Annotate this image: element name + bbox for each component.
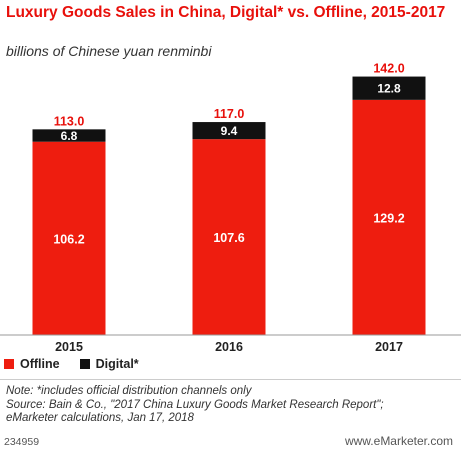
data-label-digital-2015: 6.8 [61, 129, 78, 143]
bar-digital-2015 [32, 129, 106, 142]
data-label-total-2017: 142.0 [373, 62, 404, 76]
x-tick-label-2015: 2015 [55, 340, 83, 354]
x-tick-label-2017: 2017 [375, 340, 403, 354]
data-label-total-2015: 113.0 [54, 114, 85, 128]
legend-swatch-offline [4, 359, 14, 369]
chart-id: 234959 [4, 436, 40, 448]
data-label-offline-2015: 106.2 [53, 232, 84, 246]
legend-item-digital: Digital* [79, 357, 139, 371]
brand-link[interactable]: www.eMarketer.com [344, 434, 453, 448]
chart-notes: Note: *includes official distribution ch… [6, 385, 456, 426]
chart-subtitle: billions of Chinese yuan renminbi [6, 43, 212, 59]
notes-divider [0, 379, 461, 380]
data-label-total-2016: 117.0 [214, 107, 245, 121]
legend-item-offline: Offline [4, 357, 60, 371]
chart-legend: Offline Digital* [4, 357, 159, 371]
data-label-offline-2017: 129.2 [373, 211, 404, 225]
bar-offline-2016 [192, 139, 266, 335]
legend-label-digital: Digital* [95, 357, 139, 371]
source-line: Source: Bain & Co., "2017 China Luxury G… [6, 398, 384, 411]
x-tick-label-2016: 2016 [215, 340, 243, 354]
bar-offline-2015 [32, 141, 106, 335]
note-line: Note: *includes official distribution ch… [6, 385, 252, 397]
legend-label-offline: Offline [20, 357, 60, 371]
data-label-offline-2016: 107.6 [213, 231, 244, 245]
bar-digital-2016 [192, 122, 266, 140]
legend-swatch-digital [79, 359, 90, 369]
chart-title: Luxury Goods Sales in China, Digital* vs… [6, 4, 446, 21]
data-label-digital-2017: 12.8 [377, 82, 401, 96]
bar-offline-2017 [352, 99, 426, 335]
data-label-digital-2016: 9.4 [221, 124, 238, 138]
source-line-continued: eMarketer calculations, Jan 17, 2018 [6, 412, 194, 424]
bar-digital-2017 [352, 76, 426, 100]
